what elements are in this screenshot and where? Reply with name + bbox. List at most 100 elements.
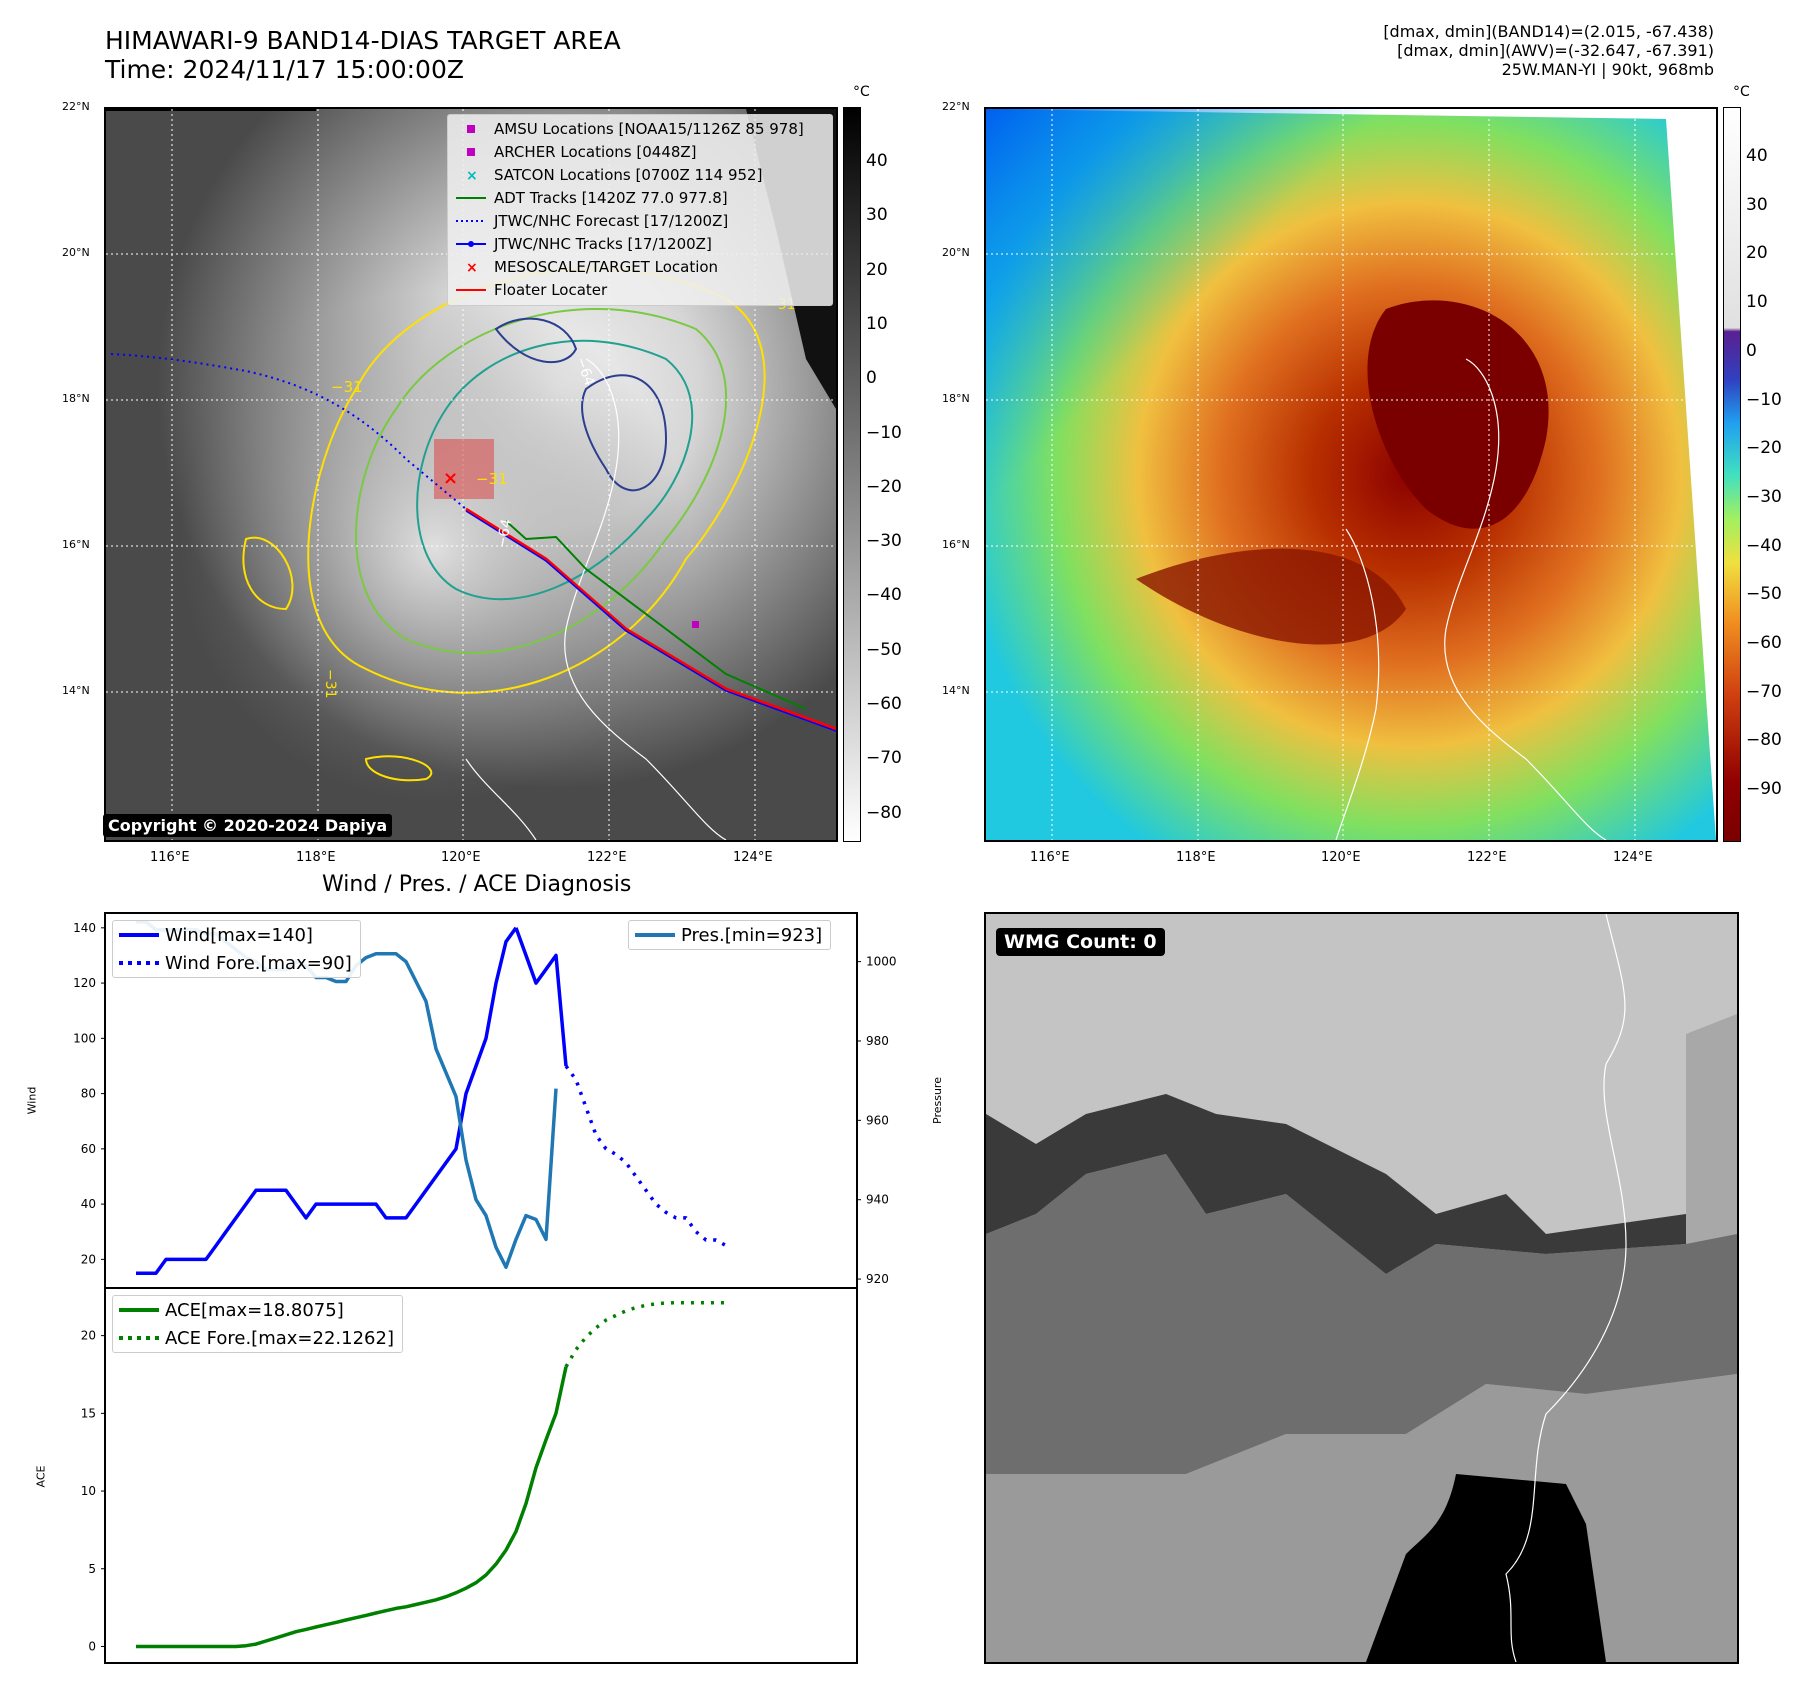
map-legend-item: ARCHER Locations [0448Z] bbox=[448, 141, 697, 163]
wmg-panel bbox=[984, 912, 1739, 1664]
lat-label: 14°N bbox=[62, 684, 90, 697]
wmg-image bbox=[986, 914, 1737, 1662]
colorbar-tick-label: −20 bbox=[1746, 438, 1782, 459]
map-legend-item: AMSU Locations [NOAA15/1126Z 85 978] bbox=[448, 118, 804, 140]
colorbar-tick-label: −90 bbox=[1746, 779, 1782, 800]
y-tick-label: 60 bbox=[81, 1142, 96, 1156]
colorbar-tick-label: 10 bbox=[1746, 292, 1768, 313]
map-legend-label: Floater Locater bbox=[494, 281, 608, 299]
map-legend-symbol bbox=[448, 146, 494, 158]
series-line bbox=[564, 1064, 727, 1248]
contour-label: −31 bbox=[331, 378, 363, 396]
colorbar-tick-label: 0 bbox=[1746, 340, 1757, 361]
y-tick-label: 140 bbox=[73, 921, 96, 935]
y-right-tick-label: 980 bbox=[866, 1034, 889, 1048]
map-legend-symbol bbox=[448, 238, 494, 250]
map-legend-label: SATCON Locations [0700Z 114 952] bbox=[494, 166, 763, 184]
awv-colorbar bbox=[1723, 107, 1741, 842]
lat-label: 16°N bbox=[62, 538, 90, 551]
colorbar-tick-label: −40 bbox=[1746, 535, 1782, 556]
map-legend-symbol bbox=[448, 192, 494, 204]
colorbar-tick-label: −50 bbox=[866, 639, 902, 660]
map-legend-symbol bbox=[448, 215, 494, 227]
adt-track bbox=[505, 520, 807, 710]
pressure-axis-title: Pressure bbox=[930, 1077, 944, 1124]
series-line bbox=[136, 1366, 568, 1649]
map-legend: AMSU Locations [NOAA15/1126Z 85 978] ARCH… bbox=[447, 114, 833, 306]
map-legend-label: ARCHER Locations [0448Z] bbox=[494, 143, 697, 161]
copyright-label: Copyright © 2020-2024 Dapiya bbox=[103, 814, 393, 837]
svg-text:×: × bbox=[466, 261, 478, 273]
colorbar-tick-label: 0 bbox=[866, 368, 877, 389]
y-tick-label: 5 bbox=[88, 1562, 96, 1576]
map-legend-label: AMSU Locations [NOAA15/1126Z 85 978] bbox=[494, 120, 804, 138]
lon-label: 118°E bbox=[296, 850, 336, 865]
wind-legend: Wind[max=140] Wind Fore.[max=90] bbox=[112, 920, 361, 978]
ace-axis-title: ACE bbox=[34, 1465, 48, 1488]
lon-label: 124°E bbox=[1613, 850, 1653, 865]
colorbar-tick-label: −80 bbox=[1746, 730, 1782, 751]
map-legend-label: ADT Tracks [1420Z 77.0 977.8] bbox=[494, 189, 728, 207]
map-legend-label: JTWC/NHC Tracks [17/1200Z] bbox=[494, 235, 712, 253]
lat-label: 16°N bbox=[942, 538, 970, 551]
lon-label: 124°E bbox=[733, 850, 773, 865]
info-line-3: 25W.MAN-YI | 90kt, 968mb bbox=[1501, 60, 1714, 79]
lon-label: 116°E bbox=[1030, 850, 1070, 865]
floater-box bbox=[434, 439, 494, 499]
legend-wind-label: Wind[max=140] bbox=[165, 924, 313, 946]
lat-label: 20°N bbox=[942, 246, 970, 259]
forecast-track bbox=[110, 353, 467, 510]
info-block: [dmax, dmin](BAND14)=(2.015, -67.438) [d… bbox=[1383, 22, 1714, 79]
lon-label: 120°E bbox=[1321, 850, 1361, 865]
amsu-marker bbox=[692, 621, 699, 628]
figure-title: HIMAWARI-9 BAND14-DIAS TARGET AREA Time:… bbox=[105, 26, 621, 84]
contour-label: −31 bbox=[476, 470, 508, 488]
map-legend-item: × MESOSCALE/TARGET Location bbox=[448, 256, 718, 278]
map-legend-label: MESOSCALE/TARGET Location bbox=[494, 258, 719, 276]
y-right-tick-label: 920 bbox=[866, 1272, 889, 1286]
colorbar-tick-label: −80 bbox=[866, 802, 902, 823]
legend-wind-forecast-label: Wind Fore.[max=90] bbox=[165, 952, 352, 974]
series-line bbox=[564, 1300, 726, 1368]
legend-wind-forecast: Wind Fore.[max=90] bbox=[113, 949, 360, 977]
jtwc-track bbox=[465, 510, 836, 732]
lat-label: 18°N bbox=[62, 392, 90, 405]
y-tick-label: 80 bbox=[81, 1087, 96, 1101]
colorbar-tick-label: −60 bbox=[866, 694, 902, 714]
title-line-1: HIMAWARI-9 BAND14-DIAS TARGET AREA bbox=[105, 26, 621, 55]
colorbar-tick-label: −30 bbox=[1746, 486, 1782, 507]
series-line bbox=[514, 927, 568, 1067]
legend-ace: ACE[max=18.8075] bbox=[113, 1296, 402, 1324]
awv-map-image bbox=[986, 109, 1716, 840]
y-tick-label: 120 bbox=[73, 976, 96, 990]
legend-ace-label: ACE[max=18.8075] bbox=[165, 1299, 344, 1321]
ir-colorbar bbox=[843, 107, 861, 842]
lon-label: 122°E bbox=[587, 850, 627, 865]
awv-colorbar-unit: °C bbox=[1733, 84, 1750, 100]
colorbar-tick-label: −10 bbox=[866, 422, 902, 443]
colorbar-tick-label: −50 bbox=[1746, 584, 1782, 605]
svg-text:×: × bbox=[466, 169, 478, 181]
legend-ace-swatch bbox=[113, 1307, 165, 1313]
awv-map-panel bbox=[984, 107, 1718, 842]
map-legend-item: JTWC/NHC Tracks [17/1200Z] bbox=[448, 233, 712, 255]
lon-label: 116°E bbox=[150, 850, 190, 865]
colorbar-tick-label: 30 bbox=[1746, 194, 1768, 215]
legend-ace-forecast: ACE Fore.[max=22.1262] bbox=[113, 1324, 402, 1352]
pressure-legend: Pres.[min=923] bbox=[628, 920, 832, 950]
legend-pressure-swatch bbox=[629, 932, 681, 938]
legend-ace-forecast-swatch bbox=[113, 1335, 165, 1341]
ace-svg: 20 15 10 5 0 bbox=[81, 1300, 726, 1653]
legend-wind-swatch bbox=[113, 932, 165, 938]
lon-label: 120°E bbox=[441, 850, 481, 865]
map-legend-symbol bbox=[448, 123, 494, 135]
y-tick-label: 20 bbox=[81, 1329, 96, 1343]
contour-label: −64 bbox=[494, 518, 515, 550]
legend-wind: Wind[max=140] bbox=[113, 921, 360, 949]
lat-label: 22°N bbox=[62, 100, 90, 113]
ir-colorbar-unit: °C bbox=[853, 84, 870, 100]
target-marker: × bbox=[443, 468, 458, 489]
y-tick-label: 10 bbox=[81, 1484, 96, 1498]
legend-wind-forecast-swatch bbox=[113, 960, 165, 966]
colorbar-tick-label: 30 bbox=[866, 205, 888, 226]
